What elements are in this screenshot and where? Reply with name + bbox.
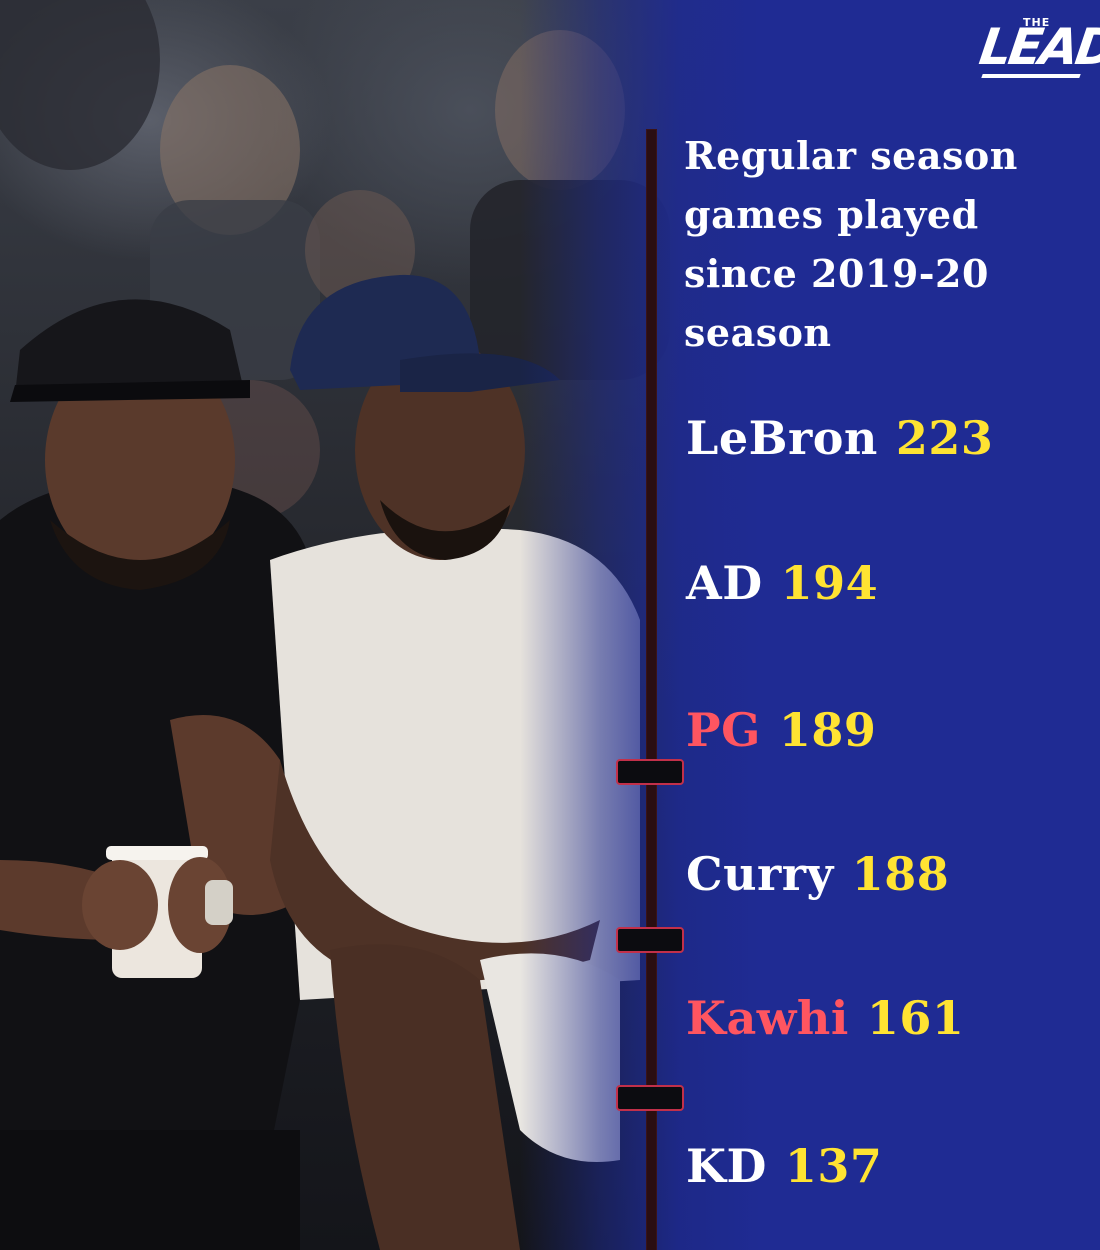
stat-row-kd: KD 137 [686, 1136, 882, 1196]
games-played: 194 [780, 556, 879, 610]
games-played: 137 [784, 1139, 883, 1193]
games-played: 223 [895, 411, 994, 465]
the-lead-logo: LEAD THE [976, 16, 1100, 78]
player-name: Curry [686, 847, 834, 901]
player-name: Kawhi [686, 991, 849, 1045]
games-played: 189 [778, 703, 877, 757]
timeline-line [647, 130, 656, 1250]
player-name: KD [686, 1139, 767, 1193]
games-played: 161 [866, 991, 965, 1045]
player-name: PG [686, 703, 761, 757]
timeline-tick [616, 927, 684, 953]
timeline-tick [616, 759, 684, 785]
logo-underline [981, 74, 1081, 78]
player-name: LeBron [686, 411, 878, 465]
stat-row-pg: PG 189 [686, 700, 876, 760]
stat-row-ad: AD 194 [686, 553, 878, 613]
stat-row-lebron: LeBron 223 [686, 408, 993, 468]
infographic-heading: Regular season games played since 2019-2… [684, 133, 1018, 355]
logo-prefix: THE [1023, 16, 1051, 29]
stat-row-kawhi: Kawhi 161 [686, 988, 964, 1048]
player-name: AD [686, 556, 763, 610]
stat-row-curry: Curry 188 [686, 844, 949, 904]
games-played: 188 [851, 847, 950, 901]
timeline-tick [616, 1085, 684, 1111]
